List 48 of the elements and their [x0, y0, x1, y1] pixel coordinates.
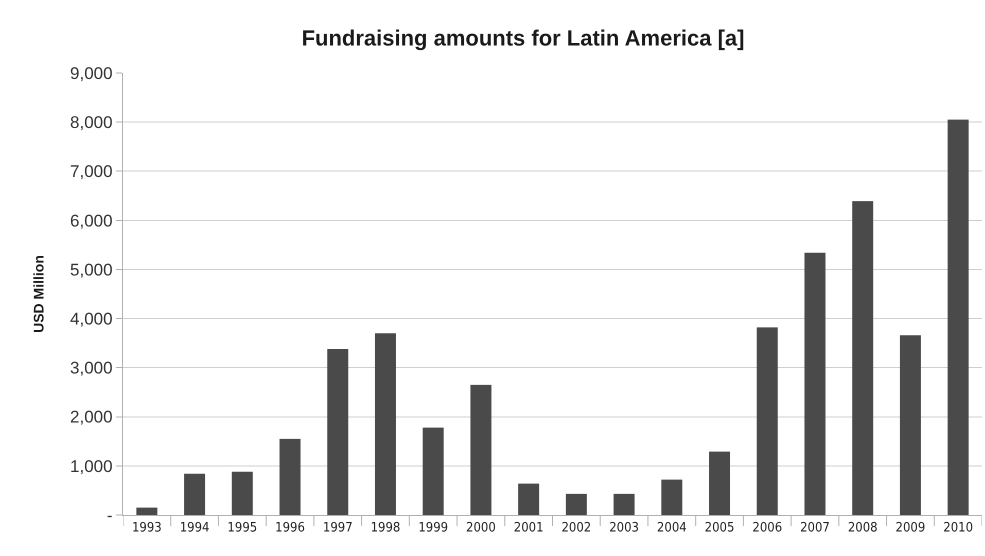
bar [948, 120, 969, 515]
bar [422, 428, 444, 515]
x-tick-label: 2003 [609, 520, 639, 536]
y-tick-label: 8,000 [70, 113, 113, 132]
x-tick-label: 2010 [943, 520, 974, 536]
bar [518, 484, 540, 515]
x-tick-label: 2007 [800, 520, 830, 536]
x-tick-label: 2008 [848, 520, 878, 536]
bar [900, 335, 921, 515]
x-tick-label: 1995 [227, 520, 258, 536]
y-axis-title: USD Million [30, 255, 47, 333]
x-tick-label: 1998 [370, 520, 400, 536]
y-tick-label: 5,000 [70, 260, 113, 280]
bar [566, 494, 587, 515]
y-tick-label: 4,000 [70, 310, 113, 329]
x-tick-label: 2001 [514, 520, 544, 536]
y-tick-label: 9,000 [70, 64, 113, 83]
y-tick-label: - [106, 506, 113, 525]
x-tick-label: 1996 [275, 520, 305, 536]
bar [327, 349, 348, 515]
bar [804, 252, 826, 515]
x-tick-label: 2009 [896, 520, 926, 536]
y-tick-label: 7,000 [70, 162, 113, 182]
bar [184, 474, 206, 515]
x-tick-label: 1993 [132, 520, 162, 536]
bar [136, 508, 158, 515]
bar [374, 333, 396, 515]
x-tick-label: 2005 [704, 520, 734, 536]
x-tick-label: 2002 [561, 520, 592, 536]
bar [232, 472, 253, 515]
x-tick-label: 2000 [466, 520, 496, 536]
bar [280, 438, 301, 515]
bar [470, 384, 492, 515]
bar [852, 201, 874, 515]
bar [614, 494, 635, 515]
y-tick-label: 3,000 [70, 358, 113, 378]
bar [661, 480, 682, 515]
x-tick-label: 1999 [418, 520, 448, 536]
x-tick-label: 2006 [752, 520, 782, 536]
bar [709, 452, 730, 515]
x-tick-label: 1997 [322, 520, 353, 536]
bar [756, 327, 778, 515]
y-tick-label: 6,000 [70, 211, 113, 230]
x-tick-label: 1994 [180, 520, 210, 536]
y-tick-label: 1,000 [70, 456, 113, 476]
x-tick-label: 2004 [656, 520, 687, 536]
chart-title: Fundraising amounts for Latin America [a] [302, 26, 744, 51]
y-tick-label: 2,000 [70, 408, 113, 427]
